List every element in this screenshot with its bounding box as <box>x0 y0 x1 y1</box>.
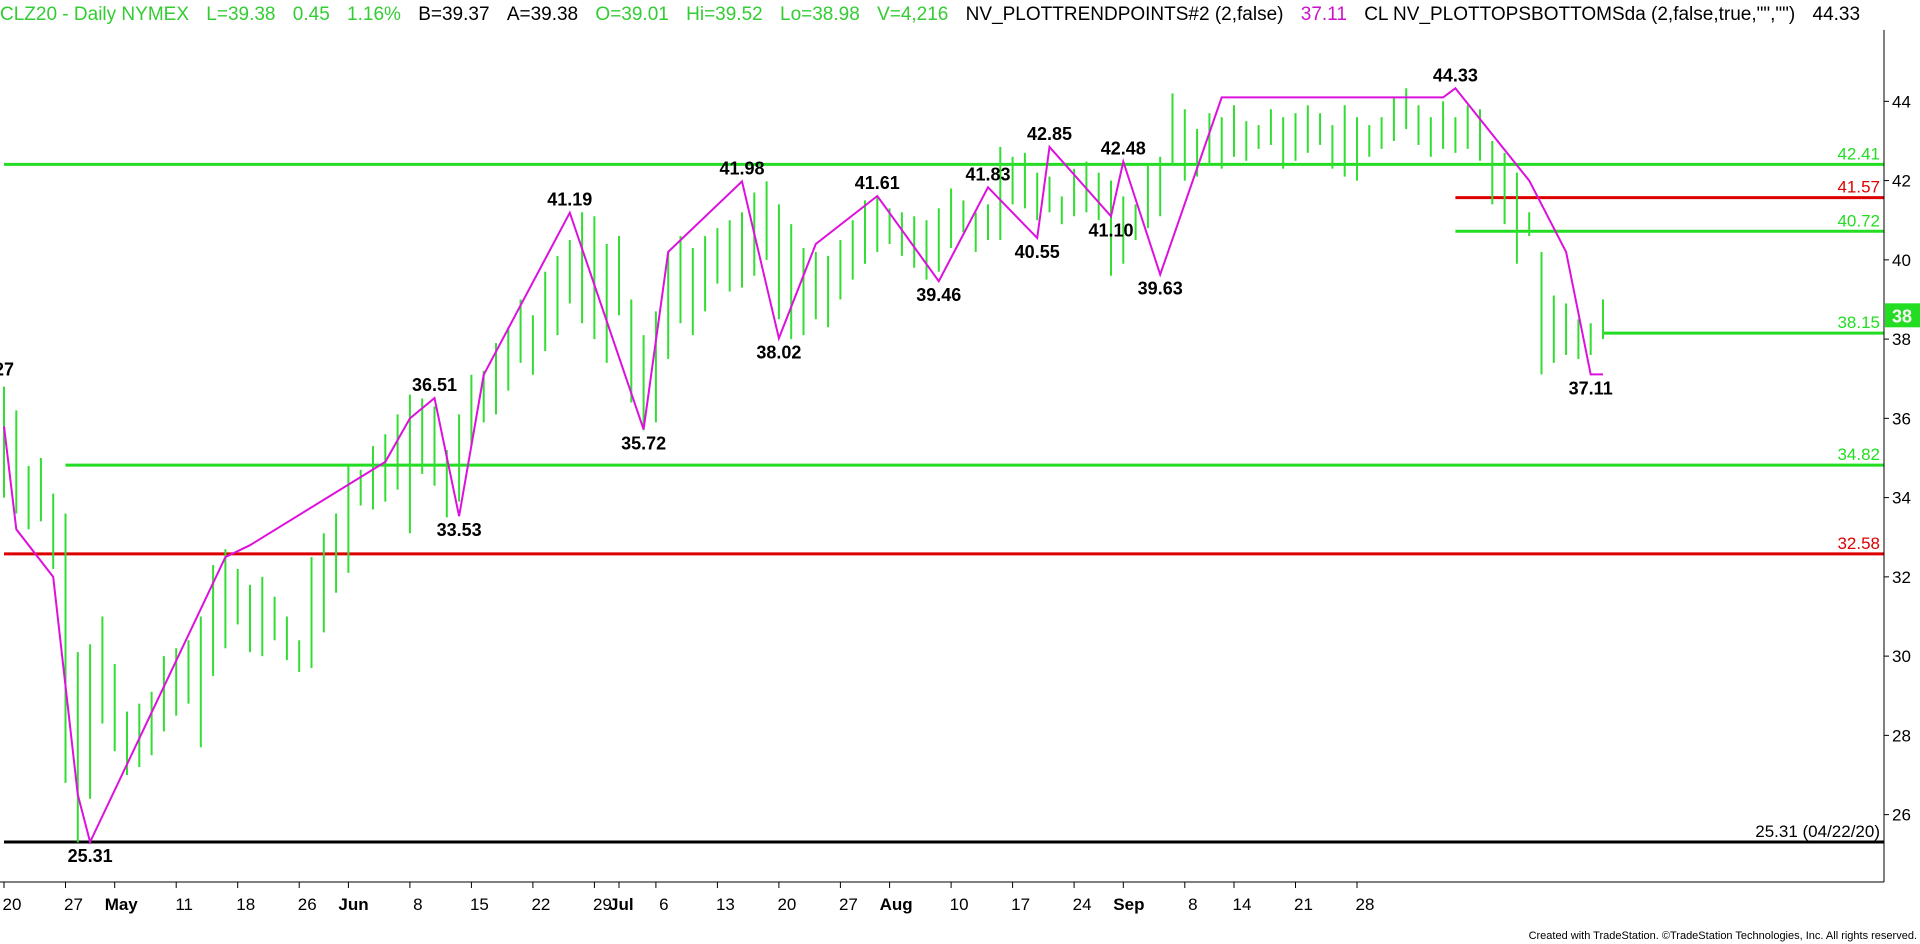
x-tick-label: 17 <box>1011 895 1030 914</box>
pivot-labels: 27 25.31 36.51 33.53 41.19 35.72 41.98 38.02 41.… <box>0 65 1613 866</box>
y-tick-label: 32 <box>1892 568 1911 587</box>
level-label: 40.72 <box>1837 211 1880 230</box>
pivot-label: 41.19 <box>547 190 592 210</box>
pivot-label: 33.53 <box>437 520 482 540</box>
x-tick-label: 24 <box>1073 895 1092 914</box>
x-tick-label: 26 <box>298 895 317 914</box>
x-tick-label: 29 <box>593 895 612 914</box>
open-price: O=39.01 <box>595 4 669 25</box>
pivot-label: 35.72 <box>621 433 666 453</box>
trendline-path <box>3 86 1603 845</box>
y-tick-label: 28 <box>1892 726 1911 745</box>
y-tick-label: 36 <box>1892 409 1911 428</box>
net-change: 0.45 <box>292 4 330 25</box>
pivot-label: 36.51 <box>412 375 457 395</box>
x-tick-label: 22 <box>531 895 550 914</box>
x-tick-label: 27 <box>64 895 83 914</box>
last-price-tag-label: 38 <box>1892 306 1912 326</box>
indicator1-label: NV_PLOTTRENDPOINTS#2 (2,false) <box>965 4 1284 25</box>
level-label: 41.57 <box>1837 178 1880 197</box>
x-tick-label: 18 <box>236 895 255 914</box>
pivot-label: 44.33 <box>1433 65 1478 85</box>
pivot-label: 42.85 <box>1027 124 1072 144</box>
x-tick-label: Aug <box>880 895 913 914</box>
pivot-label: 41.61 <box>855 173 900 193</box>
indicator1-value: 37.11 <box>1300 4 1347 25</box>
level-label: 42.41 <box>1837 144 1880 163</box>
pivot-label: 25.31 <box>68 846 113 866</box>
y-tick-label: 40 <box>1892 251 1911 270</box>
level-label: 34.82 <box>1837 445 1880 464</box>
x-tick-label: May <box>105 895 139 914</box>
x-tick-label: 15 <box>470 895 489 914</box>
x-tick-label: 27 <box>839 895 858 914</box>
pivot-label: 38.02 <box>756 342 801 362</box>
y-tick-label: 44 <box>1892 92 1911 111</box>
x-tick-label: 14 <box>1233 895 1252 914</box>
x-tick-label: Jul <box>609 895 634 914</box>
pivot-label: 39.63 <box>1138 279 1183 299</box>
y-tick-label: 30 <box>1892 647 1911 666</box>
pivot-label: 40.55 <box>1015 242 1060 262</box>
footer-credit: Created with TradeStation. ©TradeStation… <box>1528 930 1917 942</box>
level-label: 38.15 <box>1837 313 1880 332</box>
y-tick-label: 34 <box>1892 489 1911 508</box>
x-tick-label: 8 <box>413 895 422 914</box>
ask-price: A=39.38 <box>506 4 579 25</box>
horizontal-levels: 42.41 41.57 40.72 38.15 34.82 32.58 25.31 (04/… <box>4 144 1884 844</box>
price-bars <box>3 88 1604 843</box>
volume: V=4,216 <box>877 4 949 25</box>
x-tick-label: 13 <box>716 895 735 914</box>
pivot-label: 37.11 <box>1569 378 1613 398</box>
high-price: Hi=39.52 <box>686 4 763 25</box>
pivot-label: 39.46 <box>916 285 961 305</box>
pivot-label: 41.98 <box>719 158 764 178</box>
y-tick-label: 38 <box>1892 330 1911 349</box>
pivot-label: 27 <box>0 360 14 380</box>
x-tick-label: 10 <box>950 895 969 914</box>
x-tick-label: Sep <box>1113 895 1144 914</box>
x-tick-label: 21 <box>1294 895 1313 914</box>
x-tick-label: Jun <box>338 895 368 914</box>
x-tick-label: 8 <box>1188 895 1197 914</box>
x-tick-label: 20 <box>777 895 796 914</box>
x-tick-label: 28 <box>1356 895 1375 914</box>
last-price: L=39.38 <box>206 4 276 25</box>
level-label: 25.31 (04/22/20) <box>1755 822 1880 841</box>
level-label: 32.58 <box>1837 534 1880 553</box>
y-axis: 26 28 30 32 34 36 38 40 42 44 38 <box>1884 92 1920 825</box>
x-tick-label: 6 <box>659 895 668 914</box>
bid-price: B=39.37 <box>418 4 490 25</box>
pivot-label: 42.48 <box>1101 139 1146 159</box>
indicator2-value: 44.33 <box>1812 4 1861 25</box>
chart-header: CLZ20 - Daily NYMEX L=39.38 0.45 1.16% B… <box>0 0 1884 30</box>
pivot-label: 41.83 <box>965 164 1010 184</box>
last-price-tag <box>1885 303 1920 328</box>
y-tick-label: 26 <box>1892 806 1911 825</box>
x-tick-label: 11 <box>175 895 193 914</box>
symbol-info: CLZ20 - Daily NYMEX <box>0 4 189 25</box>
pivot-label: 41.10 <box>1088 220 1133 240</box>
y-tick-label: 42 <box>1892 172 1911 191</box>
low-price: Lo=38.98 <box>780 4 860 25</box>
indicator2-label: CL NV_PLOTTOPSBOTTOMSda (2,false,true,""… <box>1364 4 1796 25</box>
net-change-percent: 1.16% <box>347 4 401 25</box>
trendline <box>3 86 1603 845</box>
x-tick-label: 20 <box>3 895 22 914</box>
